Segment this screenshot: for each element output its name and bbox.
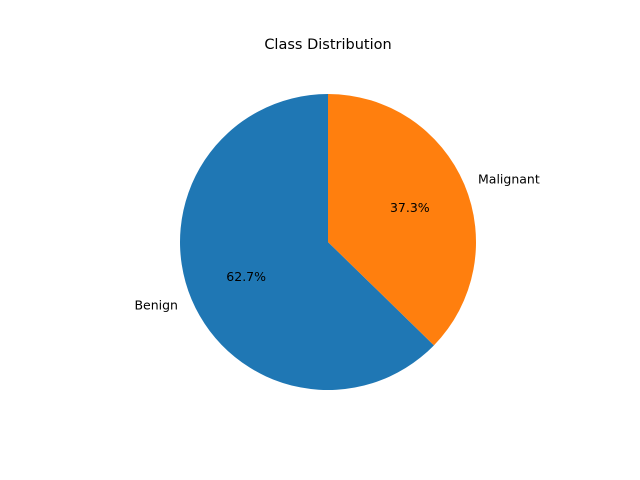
slice-label-malignant: Malignant	[478, 171, 540, 186]
chart-title: Class Distribution	[264, 37, 391, 53]
percent-label-malignant: 37.3%	[390, 200, 430, 215]
pie-labels: Benign 62.7% Malignant 37.3%	[134, 171, 539, 312]
slice-label-benign: Benign	[134, 298, 178, 313]
pie-slice-malignant	[328, 93, 477, 346]
percent-label-benign: 62.7%	[226, 269, 266, 284]
pie-slices	[180, 93, 477, 390]
pie-slice-benign	[180, 94, 434, 390]
